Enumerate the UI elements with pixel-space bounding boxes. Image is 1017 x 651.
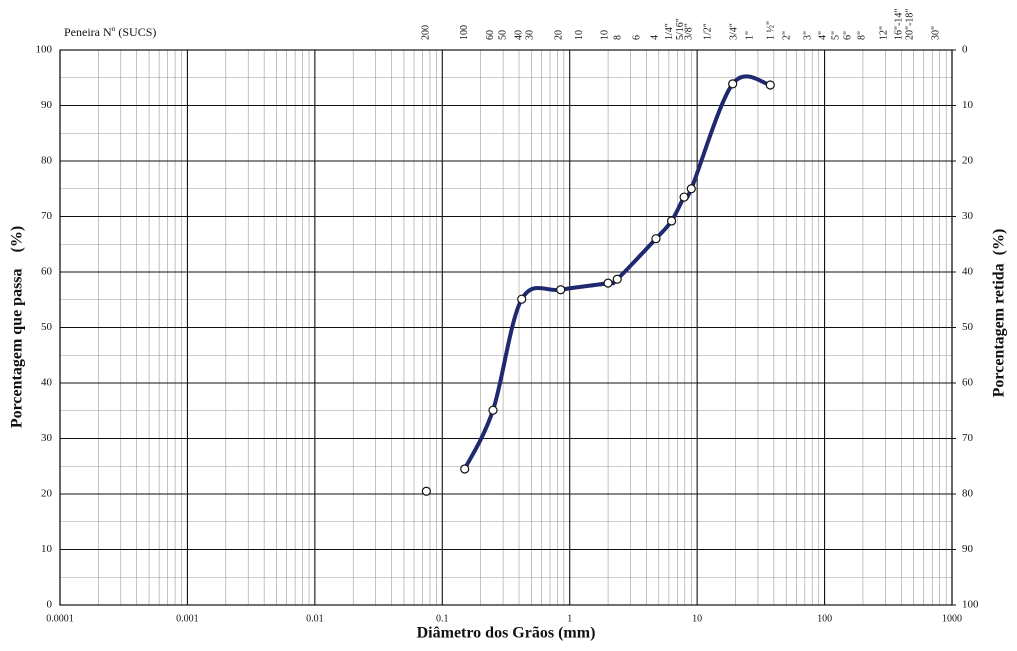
- top-tick-label: 5": [830, 31, 841, 40]
- y2-tick-label: 10: [962, 99, 974, 111]
- y-tick-label: 70: [41, 210, 53, 222]
- top-tick-label: 1": [745, 31, 756, 40]
- top-tick-label: 5/16": [675, 18, 686, 40]
- x-tick-label: 0.0001: [46, 613, 74, 624]
- top-axis-title: Peneira Nº (SUCS): [64, 25, 156, 39]
- data-point: [679, 192, 689, 202]
- y2-tick-label: 30: [962, 210, 974, 222]
- top-tick-label: 40: [513, 30, 524, 40]
- x-tick-label: 0.01: [306, 613, 324, 624]
- data-point: [666, 216, 677, 226]
- top-tick-label: 3/4": [728, 23, 739, 40]
- x-tick-label: 0.001: [176, 613, 199, 624]
- y-tick-label: 80: [41, 155, 53, 167]
- top-tick-label: 12": [879, 26, 890, 40]
- top-tick-label: 1/4": [664, 23, 675, 40]
- top-tick-label: 100: [459, 25, 470, 40]
- top-tick-label: 50: [497, 30, 508, 40]
- x-axis-title: Diâmetro dos Grãos (mm): [417, 625, 596, 642]
- y-tick-label: 40: [41, 377, 53, 389]
- y-tick-label: 20: [41, 488, 53, 500]
- data-point: [556, 285, 566, 295]
- top-tick-label: 1 ½": [765, 21, 776, 40]
- plot-frame: [59, 49, 953, 606]
- data-point: [612, 274, 622, 284]
- top-tick-label: 30: [525, 30, 536, 40]
- y-tick-label: 100: [36, 44, 53, 56]
- top-tick-label: 8: [612, 35, 623, 40]
- data-point: [651, 234, 661, 244]
- data-point: [728, 79, 738, 89]
- y2-tick-label: 100: [962, 599, 979, 611]
- y-tick-label: 0: [47, 599, 53, 611]
- top-tick-label: 20: [554, 30, 565, 40]
- top-tick-label: 10: [600, 30, 611, 40]
- top-tick-label: 8": [856, 31, 867, 40]
- y2-tick-label: 40: [962, 266, 974, 278]
- y2-axis-title: Porcentagem retida (%): [991, 229, 1008, 398]
- data-point: [421, 486, 431, 496]
- top-tick-label: 3/8": [684, 23, 695, 40]
- top-tick-label: 6: [632, 35, 643, 40]
- top-tick-label: 2": [781, 31, 792, 40]
- y2-tick-label: 80: [962, 488, 974, 500]
- top-tick-label: 3": [802, 31, 813, 40]
- y-tick-label: 30: [41, 432, 53, 444]
- y2-tick-label: 90: [962, 543, 974, 555]
- y-axis-title: Porcentagem que passa (%): [9, 226, 26, 428]
- top-tick-label: 30": [931, 26, 942, 40]
- top-tick-label: 6": [842, 31, 853, 40]
- top-tick-label: 4": [817, 31, 828, 40]
- x-tick-label: 10: [692, 613, 702, 624]
- y2-tick-label: 70: [962, 432, 974, 444]
- x-tick-label: 1: [567, 613, 572, 624]
- top-tick-label: 4: [650, 35, 661, 40]
- y-tick-label: 50: [41, 321, 53, 333]
- data-point: [517, 294, 527, 304]
- y2-tick-label: 60: [962, 377, 974, 389]
- top-tick-label: 1/2": [702, 23, 713, 40]
- top-tick-label: 10: [574, 30, 585, 40]
- data-point: [765, 80, 775, 90]
- data-point: [488, 405, 498, 415]
- curve: [462, 74, 773, 472]
- y2-tick-label: 50: [962, 321, 974, 333]
- x-tick-label: 1000: [942, 613, 962, 624]
- data-point: [603, 278, 613, 288]
- top-tick-label: 20"-18": [905, 9, 916, 41]
- y-tick-label: 90: [41, 99, 53, 111]
- y2-tick-label: 20: [962, 155, 974, 167]
- data-point: [460, 464, 470, 474]
- top-tick-label: 60: [485, 30, 496, 40]
- data-point: [686, 184, 696, 194]
- top-tick-label: 200: [421, 25, 432, 40]
- top-tick-label: 16"-14": [893, 9, 904, 41]
- y-tick-label: 60: [41, 266, 53, 278]
- x-tick-label: 100: [817, 613, 832, 624]
- x-tick-label: 0.1: [436, 613, 449, 624]
- y2-tick-label: 0: [962, 44, 968, 56]
- y-tick-label: 10: [41, 543, 53, 555]
